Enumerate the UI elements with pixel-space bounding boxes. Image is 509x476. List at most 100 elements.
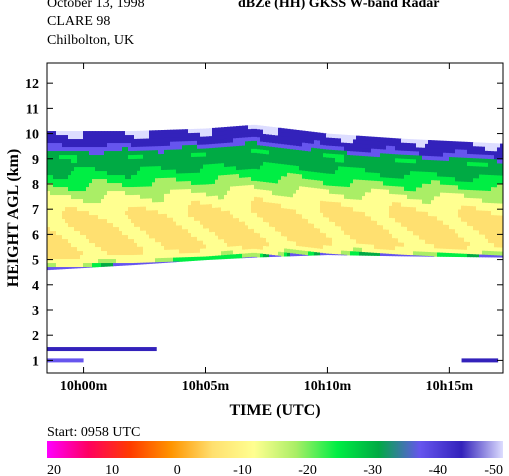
- heatmap-cell: [110, 251, 114, 256]
- heatmap-cell: [254, 144, 258, 150]
- heatmap-cell: [146, 158, 150, 164]
- heatmap-cell: [56, 143, 60, 148]
- heatmap-cell: [182, 137, 186, 142]
- heatmap-cell: [224, 246, 228, 252]
- heatmap-cell: [458, 145, 462, 151]
- heatmap-cell: [491, 203, 495, 208]
- heatmap-cell: [122, 155, 126, 160]
- heatmap-cell: [278, 147, 282, 153]
- heatmap-cell: [278, 171, 282, 177]
- heatmap-cell: [62, 263, 66, 268]
- heatmap-cell: [323, 221, 327, 226]
- heatmap-cell: [473, 150, 477, 155]
- heatmap-cell: [260, 213, 264, 219]
- heatmap-cell: [485, 154, 489, 160]
- heatmap-cell: [461, 181, 465, 187]
- heatmap-cell: [407, 198, 411, 204]
- heatmap-cell: [254, 156, 258, 162]
- heatmap-cell: [428, 224, 432, 229]
- heatmap-cell: [53, 239, 57, 244]
- heatmap-cell: [206, 236, 210, 241]
- heatmap-cell: [494, 235, 498, 240]
- heatmap-cell: [191, 132, 195, 138]
- heatmap-cell: [173, 205, 177, 211]
- heatmap-cell: [425, 239, 429, 245]
- heatmap-cell: [239, 201, 243, 207]
- heatmap-cell: [332, 233, 336, 239]
- heatmap-cell: [137, 190, 141, 196]
- heatmap-cell: [284, 224, 288, 230]
- heatmap-cell: [341, 174, 345, 180]
- heatmap-cell: [371, 200, 375, 206]
- heatmap-cell: [347, 147, 351, 152]
- heatmap-cell: [101, 215, 105, 220]
- heatmap-cell: [338, 238, 342, 243]
- heatmap-cell: [125, 251, 129, 256]
- heatmap-cell: [176, 161, 180, 166]
- heatmap-cell: [239, 237, 243, 243]
- heatmap-cell: [149, 194, 153, 199]
- heatmap-cell: [98, 247, 102, 252]
- heatmap-cell: [77, 187, 81, 192]
- heatmap-cell: [278, 243, 282, 249]
- heatmap-cell: [170, 201, 174, 207]
- heatmap-cell: [347, 167, 351, 172]
- heatmap-cell: [62, 243, 66, 248]
- heatmap-cell: [461, 253, 465, 258]
- heatmap-cell: [170, 213, 174, 219]
- heatmap-cell: [230, 146, 234, 152]
- heatmap-cell: [335, 166, 339, 171]
- heatmap-cell: [494, 155, 498, 160]
- heatmap-cell: [251, 128, 255, 134]
- heatmap-cell: [314, 184, 318, 189]
- heatmap-cell: [308, 151, 312, 156]
- heatmap-cell: [77, 135, 81, 140]
- heatmap-cell: [134, 234, 138, 240]
- heatmap-cell: [146, 250, 150, 256]
- heatmap-cell: [329, 133, 333, 139]
- heatmap-cell: [326, 157, 330, 163]
- heatmap-cell: [194, 192, 198, 198]
- heatmap-cell: [110, 255, 114, 260]
- heatmap-cell: [152, 134, 156, 139]
- heatmap-cell: [98, 155, 102, 160]
- heatmap-cell: [53, 179, 57, 184]
- heatmap-cell: [449, 201, 453, 206]
- heatmap-cell: [251, 136, 255, 142]
- heatmap-cell: [188, 225, 192, 230]
- heatmap-cell: [131, 143, 135, 148]
- heatmap-cell: [260, 137, 264, 143]
- heatmap-cell: [149, 210, 153, 215]
- heatmap-cell: [452, 161, 456, 166]
- heatmap-cell: [353, 167, 357, 172]
- heatmap-cell: [56, 155, 60, 160]
- heatmap-cell: [62, 267, 66, 270]
- heatmap-cell: [437, 228, 441, 233]
- heatmap-cell: [239, 233, 243, 239]
- heatmap-cell: [188, 257, 192, 262]
- heatmap-cell: [290, 209, 294, 214]
- heatmap-cell: [185, 253, 189, 258]
- heatmap-cell: [284, 204, 288, 210]
- heatmap-cell: [281, 200, 285, 205]
- heatmap-cell: [47, 247, 51, 252]
- heatmap-cell: [74, 155, 78, 160]
- heatmap-cell: [458, 225, 462, 231]
- heatmap-cell: [191, 128, 195, 134]
- heatmap-cell: [53, 175, 57, 180]
- heatmap-cell: [104, 227, 108, 232]
- heatmap-cell: [281, 248, 285, 253]
- heatmap-cell: [425, 235, 429, 241]
- heatmap-cell: [296, 229, 300, 235]
- heatmap-cell: [410, 211, 414, 216]
- heatmap-cell: [176, 197, 180, 202]
- heatmap-cell: [395, 254, 399, 257]
- heatmap-cell: [116, 251, 120, 256]
- heatmap-cell: [155, 246, 159, 251]
- heatmap-cell: [428, 172, 432, 177]
- heatmap-cell: [446, 140, 450, 146]
- heatmap-cell: [242, 253, 246, 259]
- heatmap-cell: [227, 146, 231, 152]
- heatmap-cell: [137, 222, 141, 228]
- heatmap-cell: [158, 258, 162, 263]
